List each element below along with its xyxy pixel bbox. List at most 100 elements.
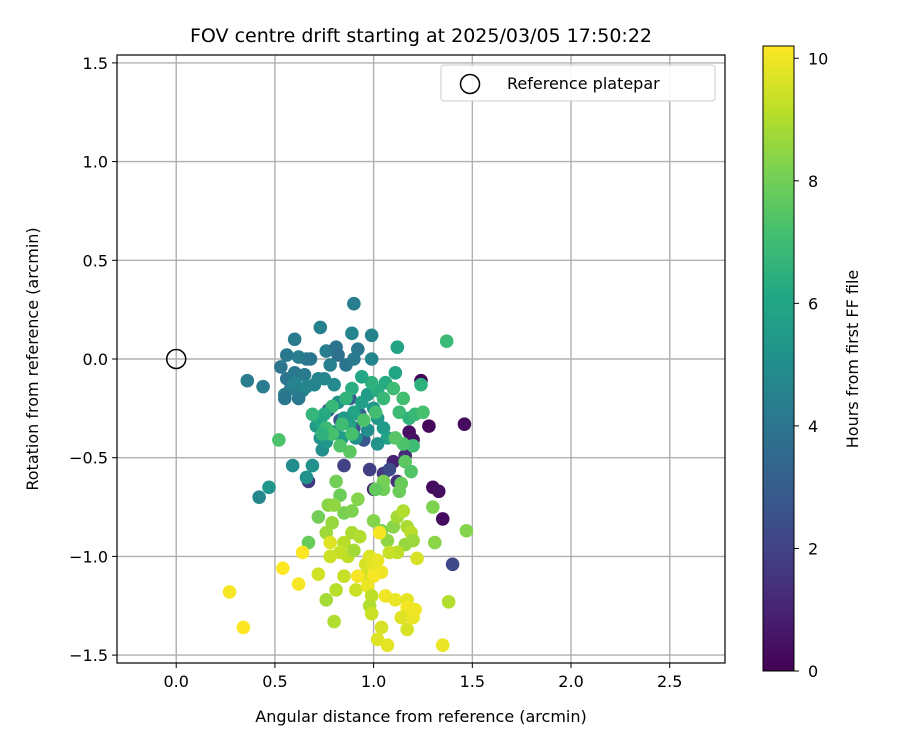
data-point bbox=[291, 391, 306, 406]
data-point bbox=[339, 391, 353, 406]
data-point bbox=[303, 352, 318, 366]
data-point bbox=[354, 369, 369, 384]
data-point bbox=[410, 551, 424, 566]
data-point bbox=[370, 553, 385, 568]
data-point bbox=[331, 348, 345, 362]
data-point bbox=[370, 632, 385, 647]
data-point bbox=[323, 358, 337, 372]
data-point bbox=[236, 620, 251, 635]
data-point bbox=[364, 606, 379, 621]
data-point bbox=[439, 334, 454, 349]
data-point bbox=[445, 557, 460, 572]
data-point bbox=[319, 593, 334, 607]
data-point bbox=[372, 525, 387, 540]
colorbar-tick-label: 2 bbox=[808, 539, 818, 558]
data-point bbox=[376, 391, 391, 406]
data-point bbox=[291, 577, 306, 591]
colorbar-label: Hours from first FF file bbox=[843, 270, 862, 449]
data-point bbox=[327, 614, 341, 629]
data-point bbox=[426, 500, 440, 514]
data-point bbox=[364, 375, 379, 390]
data-point bbox=[382, 462, 397, 477]
x-tick-label: 1.5 bbox=[460, 672, 485, 691]
data-point bbox=[408, 602, 422, 617]
colorbar-tick-label: 4 bbox=[808, 417, 818, 436]
data-point bbox=[301, 535, 316, 550]
y-tick-label: 0.0 bbox=[83, 350, 108, 369]
data-point bbox=[285, 458, 300, 473]
data-point bbox=[388, 431, 403, 445]
y-tick-label: 0.5 bbox=[83, 251, 108, 270]
legend: Reference platepar bbox=[440, 64, 716, 102]
data-point bbox=[329, 474, 343, 489]
data-point bbox=[347, 296, 361, 311]
data-point bbox=[428, 535, 442, 550]
data-point bbox=[287, 332, 302, 347]
data-point bbox=[404, 464, 418, 479]
legend-marker-icon bbox=[459, 73, 481, 95]
data-point bbox=[345, 381, 359, 396]
y-tick-label: −0.5 bbox=[69, 449, 108, 468]
data-point bbox=[356, 413, 371, 427]
data-point bbox=[252, 490, 266, 504]
colorbar-gradient bbox=[762, 45, 795, 672]
data-point bbox=[299, 470, 314, 485]
grid-lines bbox=[117, 55, 725, 663]
data-point bbox=[388, 366, 403, 380]
data-point bbox=[368, 405, 383, 420]
data-point bbox=[337, 458, 351, 473]
data-point bbox=[398, 454, 413, 469]
data-point bbox=[347, 405, 361, 420]
data-point bbox=[382, 545, 397, 560]
data-point bbox=[347, 543, 361, 558]
data-point bbox=[435, 638, 450, 653]
data-point bbox=[345, 326, 359, 341]
data-point bbox=[364, 352, 379, 366]
data-point bbox=[351, 569, 365, 583]
data-point bbox=[323, 535, 337, 550]
data-point bbox=[343, 444, 357, 459]
data-point bbox=[311, 510, 326, 524]
data-point bbox=[345, 427, 359, 441]
data-point bbox=[435, 512, 450, 526]
data-point bbox=[335, 417, 349, 431]
data-point bbox=[374, 620, 389, 635]
data-point bbox=[345, 504, 359, 518]
colorbar: 0 2 4 6 8 10 Hours from first FF file bbox=[762, 45, 862, 681]
legend-box bbox=[440, 64, 716, 102]
data-point bbox=[262, 480, 276, 495]
data-point bbox=[337, 569, 351, 583]
colorbar-ticks: 0 2 4 6 8 10 bbox=[794, 49, 828, 681]
data-point bbox=[315, 427, 330, 441]
data-point bbox=[347, 352, 361, 366]
data-point bbox=[396, 391, 411, 406]
x-axis-label: Angular distance from reference (arcmin) bbox=[255, 707, 586, 726]
data-point bbox=[396, 504, 411, 518]
data-point bbox=[459, 523, 474, 538]
data-point bbox=[276, 561, 290, 576]
colorbar-tick-label: 8 bbox=[808, 172, 818, 191]
x-tick-label: 0.5 bbox=[262, 672, 287, 691]
data-point bbox=[272, 433, 286, 447]
data-point bbox=[325, 516, 339, 530]
y-axis-label: Rotation from reference (arcmin) bbox=[23, 227, 42, 490]
y-tick-label: 1.5 bbox=[83, 54, 108, 73]
colorbar-tick-label: 0 bbox=[808, 662, 818, 681]
legend-entry-reference: Reference platepar bbox=[507, 74, 660, 93]
x-axis-ticks: 0.0 0.5 1.0 1.5 2.0 2.5 bbox=[163, 663, 682, 691]
data-point bbox=[370, 437, 385, 451]
data-point bbox=[353, 529, 367, 544]
data-point bbox=[388, 593, 403, 607]
data-point bbox=[311, 567, 326, 581]
data-point bbox=[287, 375, 302, 390]
data-point bbox=[256, 379, 270, 394]
data-point bbox=[431, 484, 446, 499]
data-point bbox=[222, 585, 237, 599]
data-point bbox=[349, 583, 363, 597]
data-point bbox=[368, 482, 383, 497]
data-point bbox=[416, 405, 430, 420]
x-tick-label: 0.0 bbox=[163, 672, 188, 691]
data-point bbox=[323, 549, 337, 564]
data-point bbox=[329, 583, 343, 597]
